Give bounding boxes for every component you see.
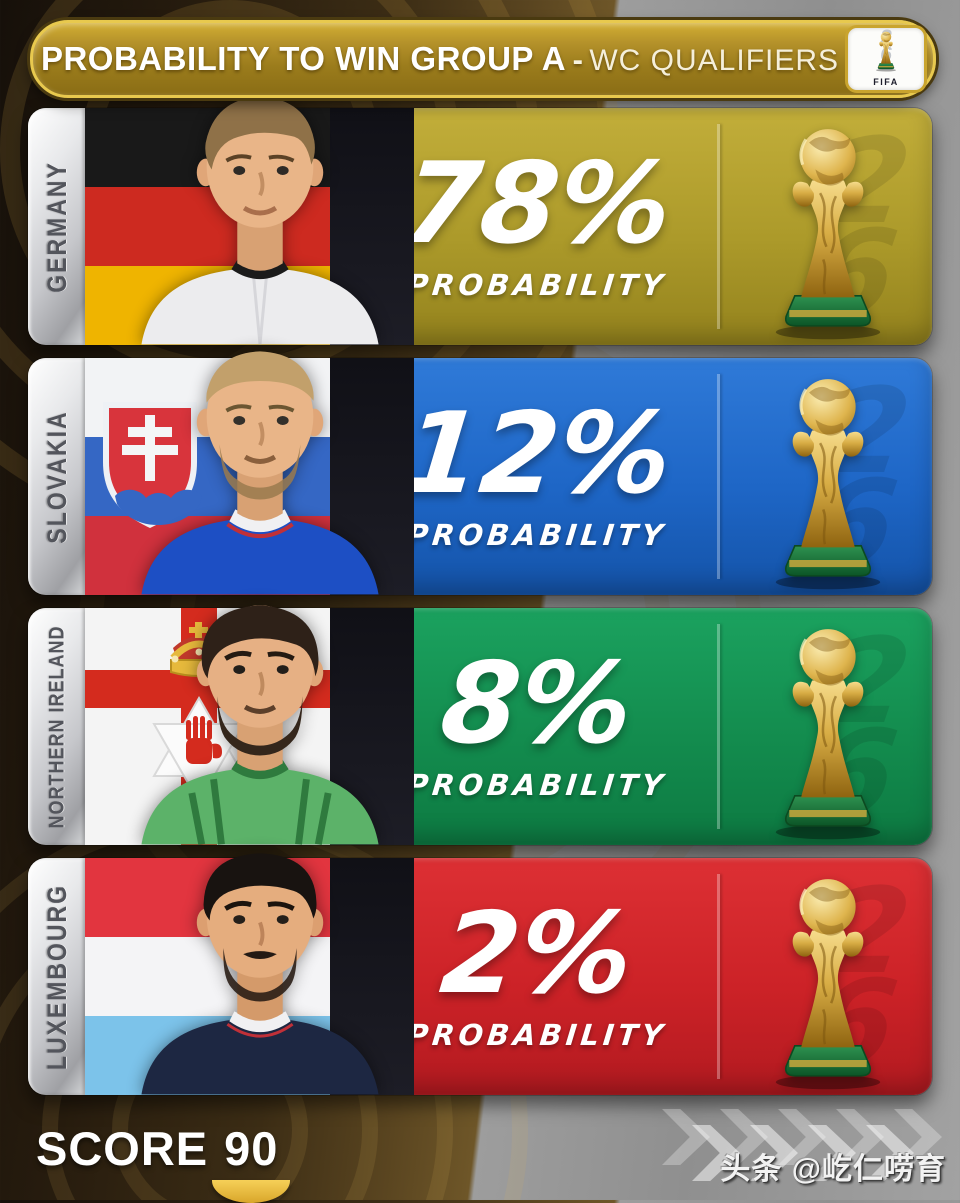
win-percentage: 78% xyxy=(396,139,678,270)
title-text: PROBABILITY TO WIN GROUP A - WC QUALIFIE… xyxy=(33,40,933,78)
country-label: NORTHERN IRELAND xyxy=(44,625,68,828)
probability-label: PROBABILITY xyxy=(405,767,669,802)
probability-label: PROBABILITY xyxy=(405,1017,669,1052)
player-photo-germany xyxy=(141,96,379,345)
title-main: PROBABILITY TO WIN GROUP A xyxy=(40,40,567,77)
panel-divider xyxy=(717,624,720,829)
player-photo-northern-ireland xyxy=(141,605,379,845)
footer: SCORE 90 头条 @屹仁唠育 xyxy=(0,1095,960,1203)
gold-bowl-shape xyxy=(212,1180,291,1203)
country-strip-northern-ireland: NORTHERN IRELAND xyxy=(28,608,85,845)
chevron-pattern xyxy=(662,1109,952,1181)
title-separator: - xyxy=(572,42,583,77)
probability-label: PROBABILITY xyxy=(405,517,669,552)
player-photo-slovakia xyxy=(141,351,379,595)
panel-divider xyxy=(717,374,720,579)
win-percentage: 12% xyxy=(396,389,678,520)
country-label: LUXEMBOURG xyxy=(40,883,72,1070)
world-cup-trophy-image xyxy=(735,612,921,843)
brand-score: SCORE xyxy=(36,1122,209,1175)
world-cup-trophy-image xyxy=(735,362,921,593)
player-photo-zone-slovakia xyxy=(85,322,437,595)
country-strip-germany: GERMANY xyxy=(28,108,85,345)
title-banner: PROBABILITY TO WIN GROUP A - WC QUALIFIE… xyxy=(30,20,936,98)
world-cup-trophy-image xyxy=(735,862,921,1093)
win-percentage: 8% xyxy=(435,639,639,770)
country-strip-slovakia: SLOVAKIA xyxy=(28,358,85,595)
panel-divider xyxy=(717,124,720,329)
player-photo-luxembourg xyxy=(141,853,379,1095)
title-sub: WC QUALIFIERS xyxy=(589,44,840,77)
fifa-wordmark: FIFA xyxy=(873,77,899,87)
score90-logo: SCORE 90 xyxy=(36,1121,291,1203)
fifa-trophy-icon xyxy=(871,30,901,72)
fifa-world-cup-2026-logo: 2 6 FIFA xyxy=(845,25,927,93)
country-strip-luxembourg: LUXEMBOURG xyxy=(28,858,85,1095)
chevron-icon xyxy=(662,1109,710,1165)
player-photo-zone-northern-ireland xyxy=(85,572,437,845)
player-photo-zone-germany xyxy=(85,72,437,345)
win-percentage: 2% xyxy=(435,889,639,1020)
country-label: GERMANY xyxy=(40,160,72,293)
country-label: SLOVAKIA xyxy=(40,409,72,544)
panel-divider xyxy=(717,874,720,1079)
world-cup-trophy-image xyxy=(735,112,921,343)
toutiao-watermark: 头条 @屹仁唠育 xyxy=(720,1153,946,1186)
brand-90: 90 xyxy=(212,1121,291,1203)
player-photo-zone-luxembourg xyxy=(85,822,437,1095)
probability-label: PROBABILITY xyxy=(405,267,669,302)
